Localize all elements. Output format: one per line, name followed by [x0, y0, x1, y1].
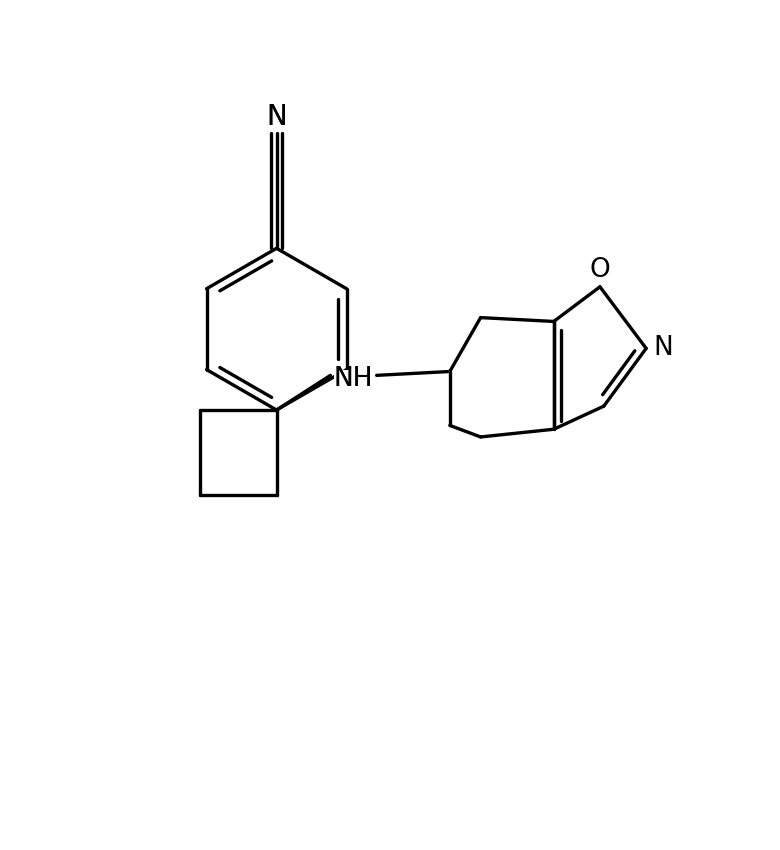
Text: NH: NH: [334, 366, 374, 392]
Text: NH: NH: [334, 366, 374, 392]
Text: O: O: [590, 257, 610, 283]
Bar: [334, 370, 374, 388]
Bar: [651, 340, 675, 357]
Text: N: N: [266, 104, 287, 132]
Bar: [587, 262, 612, 278]
Bar: [264, 109, 289, 126]
Bar: [334, 370, 374, 388]
Text: N: N: [266, 104, 287, 132]
Bar: [264, 109, 289, 126]
Text: N: N: [653, 336, 673, 361]
